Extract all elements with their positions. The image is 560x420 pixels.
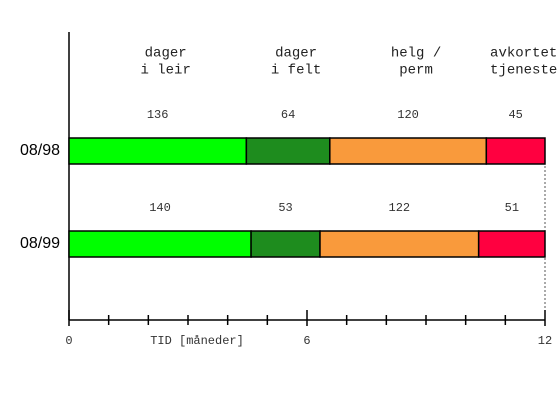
bar-segment <box>329 137 488 165</box>
series-header: tjeneste <box>490 63 557 79</box>
series-header: i felt <box>271 63 321 79</box>
value-label: 51 <box>505 201 519 215</box>
row-label: 08/99 <box>20 235 60 252</box>
value-label: 53 <box>278 201 292 215</box>
value-label: 136 <box>147 108 169 122</box>
series-header: avkortet <box>490 46 557 62</box>
series-header: helg / <box>391 46 441 62</box>
bar-segment <box>68 137 248 165</box>
row-label: 08/98 <box>20 142 60 159</box>
bar-segment <box>477 230 546 258</box>
value-label: 140 <box>149 201 171 215</box>
value-label: 120 <box>397 108 419 122</box>
bar-segment <box>250 230 321 258</box>
bar-segment <box>68 230 252 258</box>
x-tick-label: 0 <box>65 334 72 348</box>
x-axis-label: TID [måneder] <box>150 334 244 348</box>
series-header: dager <box>145 46 187 62</box>
bar-segment <box>245 137 331 165</box>
bar-segment <box>485 137 546 165</box>
x-tick-label: 12 <box>538 334 552 348</box>
series-header: dager <box>275 46 317 62</box>
value-label: 45 <box>508 108 522 122</box>
series-header: perm <box>399 63 433 79</box>
x-tick-label: 6 <box>303 334 310 348</box>
value-label: 122 <box>389 201 411 215</box>
series-header: i leir <box>140 63 190 79</box>
value-label: 64 <box>281 108 295 122</box>
bar-segment <box>319 230 480 258</box>
